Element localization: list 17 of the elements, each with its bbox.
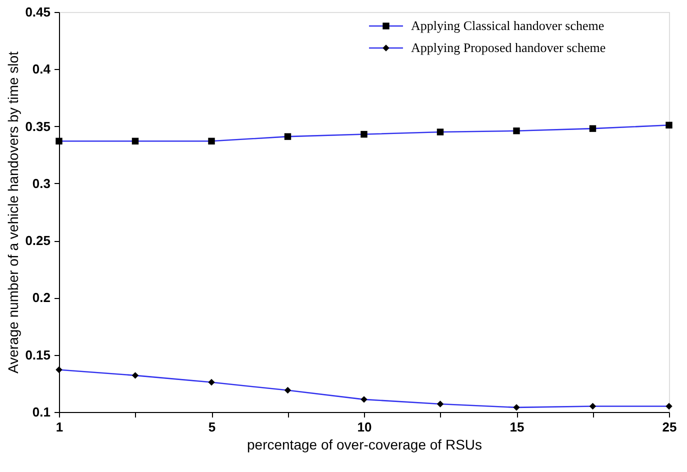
y-tick-label: 0.2: [32, 290, 50, 306]
legend-label: Applying Proposed handover scheme: [411, 40, 606, 55]
x-tick-label: 1: [56, 420, 64, 434]
legend-label: Applying Classical handover scheme: [411, 18, 604, 33]
y-tick-label: 0.3: [32, 176, 50, 191]
y-tick-label: 0.15: [25, 347, 50, 362]
y-tick-label: 0.25: [25, 233, 50, 248]
x-tick-label: 10: [357, 420, 372, 434]
x-tick-label: 15: [510, 420, 524, 434]
y-axis-title: Average number of a vehicle handovers by time slot: [5, 51, 22, 374]
x-axis-title: percentage of over-coverage of RSUs: [246, 436, 482, 452]
x-tick-label: 25: [662, 420, 677, 434]
y-tick-label: 0.1: [32, 404, 50, 420]
x-tick-label: 5: [208, 420, 216, 434]
y-tick-label: 0.35: [25, 118, 50, 134]
y-tick-label: 0.4: [32, 62, 52, 77]
y-tick-label: 0.45: [25, 4, 50, 20]
